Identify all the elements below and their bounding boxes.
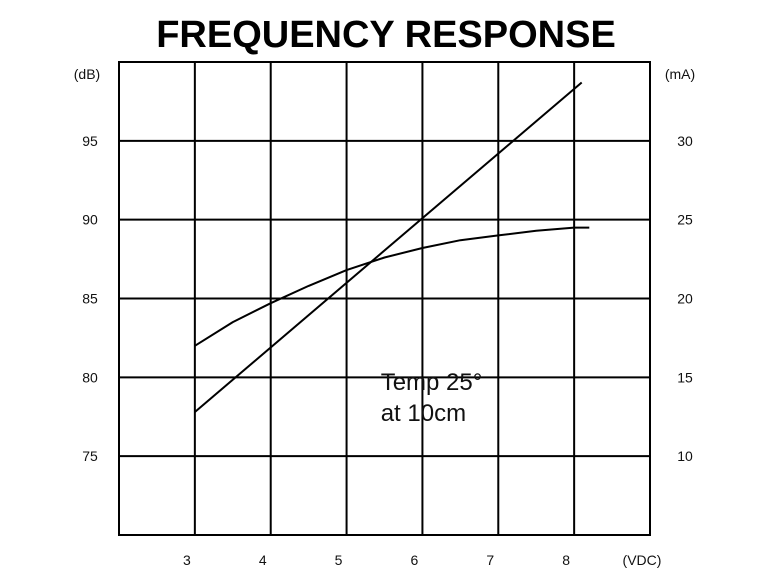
x-tick-label: 4 bbox=[259, 552, 267, 568]
y-right-tick-label: 20 bbox=[677, 291, 693, 307]
series-lines bbox=[194, 81, 590, 413]
y-left-tick-label: 80 bbox=[82, 369, 98, 385]
y-right-tick-label: 10 bbox=[677, 448, 693, 464]
y-right-tick-label: 15 bbox=[677, 369, 693, 385]
annotation-line: at 10cm bbox=[381, 400, 466, 427]
chart-title: FREQUENCY RESPONSE bbox=[156, 14, 616, 56]
x-tick-label: 7 bbox=[486, 552, 494, 568]
y-right-tick-label: 30 bbox=[677, 133, 693, 149]
y-left-tick-label: 90 bbox=[82, 212, 98, 228]
y-right-unit-label: (mA) bbox=[665, 66, 695, 82]
sound-level-curve bbox=[194, 226, 590, 347]
current-line bbox=[194, 81, 583, 413]
y-left-tick-label: 85 bbox=[82, 291, 98, 307]
x-tick-label: 6 bbox=[411, 552, 419, 568]
tick-labels: 3 4 5 6 7 8 75 80 85 90 95 10 15 20 25 30 bbox=[82, 133, 693, 568]
y-left-tick-label: 95 bbox=[82, 133, 98, 149]
x-unit-label: (VDC) bbox=[623, 552, 662, 568]
x-tick-label: 5 bbox=[335, 552, 343, 568]
y-left-unit-label: (dB) bbox=[74, 66, 100, 82]
y-left-tick-label: 75 bbox=[82, 448, 98, 464]
x-tick-label: 8 bbox=[562, 552, 570, 568]
grid bbox=[119, 62, 650, 535]
x-tick-label: 3 bbox=[183, 552, 191, 568]
annotation-line: Temp 25° bbox=[381, 369, 483, 396]
plot-frame bbox=[118, 61, 651, 536]
y-right-tick-label: 25 bbox=[677, 212, 693, 228]
annotation: Temp 25° at 10cm bbox=[381, 369, 483, 427]
